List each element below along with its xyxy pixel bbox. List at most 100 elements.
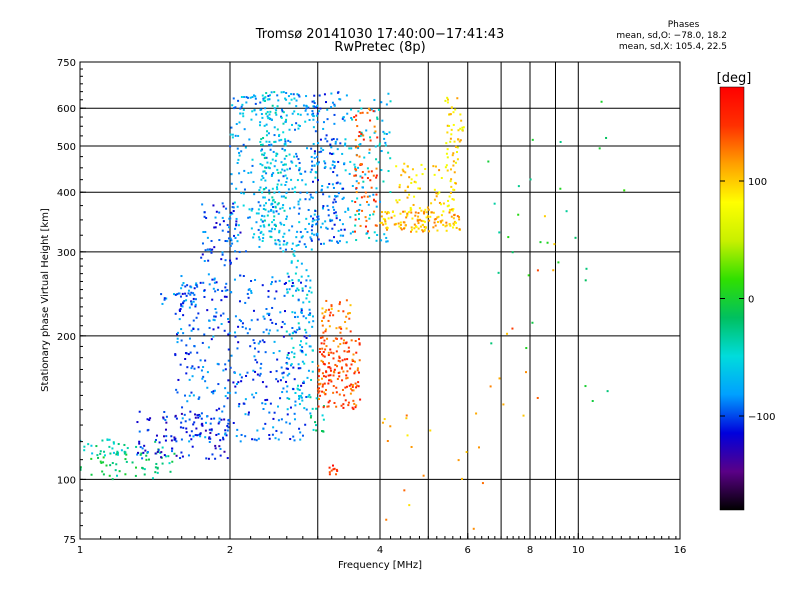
data-point [259, 367, 262, 370]
data-point [271, 173, 274, 176]
data-point [359, 398, 362, 401]
data-point [357, 182, 360, 185]
data-point [173, 452, 176, 455]
data-point [266, 110, 269, 113]
data-point [318, 368, 321, 371]
data-point [240, 96, 243, 99]
data-point [284, 174, 287, 177]
data-point [263, 187, 266, 190]
data-point [359, 143, 362, 146]
data-point [274, 280, 277, 283]
data-point [215, 409, 218, 412]
data-point [163, 410, 166, 413]
data-point [220, 299, 223, 302]
data-point [274, 223, 277, 226]
data-point [398, 225, 401, 228]
data-point [450, 215, 453, 218]
data-point [345, 94, 348, 97]
data-point [373, 231, 376, 234]
data-point [221, 202, 224, 205]
data-point [585, 267, 588, 270]
data-point [229, 133, 232, 136]
data-point [434, 217, 437, 220]
data-point [320, 377, 323, 380]
data-point [351, 406, 354, 409]
data-point [351, 200, 354, 203]
data-point [321, 360, 324, 363]
data-point [202, 281, 205, 284]
data-point [313, 233, 316, 236]
data-point [420, 163, 423, 166]
data-point [283, 322, 286, 325]
data-point [287, 188, 290, 191]
data-point [195, 316, 198, 319]
data-point [155, 462, 158, 465]
data-point [222, 438, 225, 441]
data-point [347, 207, 350, 210]
data-point [455, 226, 458, 229]
data-point [446, 131, 449, 134]
data-point [316, 112, 319, 115]
data-point [99, 452, 102, 455]
data-point [284, 163, 287, 166]
data-point [174, 312, 177, 315]
data-point [269, 110, 272, 113]
data-point [97, 456, 100, 459]
data-point [336, 181, 339, 184]
data-point [272, 206, 275, 209]
data-point [334, 194, 337, 197]
data-point [456, 215, 459, 218]
data-point [456, 97, 459, 100]
data-point [297, 200, 300, 203]
data-point [268, 192, 271, 195]
data-point [399, 221, 402, 224]
data-point [182, 314, 185, 317]
data-point [429, 215, 432, 218]
data-point [195, 282, 198, 285]
data-point [285, 155, 288, 158]
data-point [253, 193, 256, 196]
data-point [199, 432, 202, 435]
data-point [317, 391, 320, 394]
data-point [185, 372, 188, 375]
data-point [192, 297, 195, 300]
data-point [379, 221, 382, 224]
data-point [237, 341, 240, 344]
data-point [385, 133, 388, 136]
data-point [313, 94, 316, 97]
data-point [139, 446, 142, 449]
data-point [292, 388, 295, 391]
data-point [289, 364, 292, 367]
data-point [329, 218, 332, 221]
data-point [262, 177, 265, 180]
data-point [362, 134, 365, 137]
data-point [290, 178, 293, 181]
data-point [192, 328, 195, 331]
data-point [214, 216, 217, 219]
data-point [316, 218, 319, 221]
data-point [376, 136, 379, 139]
data-point [403, 210, 406, 213]
data-point [354, 166, 357, 169]
data-point [193, 287, 196, 290]
data-point [318, 347, 321, 350]
data-point [117, 443, 120, 446]
data-point [418, 187, 421, 190]
data-point [357, 385, 360, 388]
data-point [105, 464, 108, 467]
data-point [450, 106, 453, 109]
data-point [341, 117, 344, 120]
data-point [176, 341, 179, 344]
data-point [295, 122, 298, 125]
data-point [339, 343, 342, 346]
data-point [137, 451, 140, 454]
data-point [330, 307, 333, 310]
data-point [356, 125, 359, 128]
data-point [279, 207, 282, 210]
data-point [321, 222, 324, 225]
data-point [305, 396, 308, 399]
data-point [346, 370, 349, 373]
data-point [384, 144, 387, 147]
data-point [196, 285, 199, 288]
data-point [275, 378, 278, 381]
